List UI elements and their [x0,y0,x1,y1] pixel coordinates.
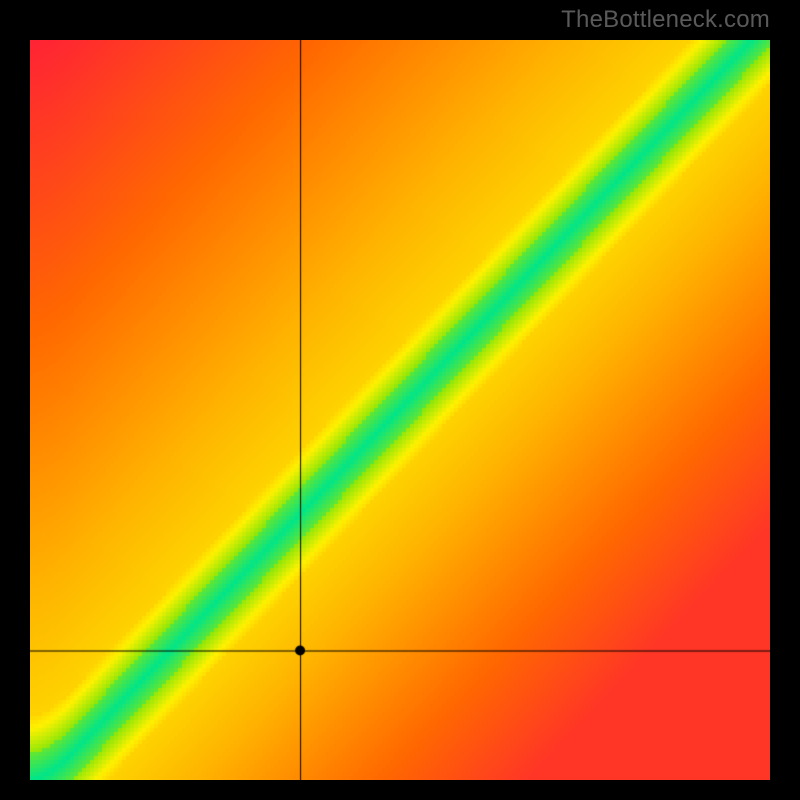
heatmap-panel [30,40,770,780]
watermark-text: TheBottleneck.com [561,6,770,34]
bottleneck-heatmap [30,40,770,780]
